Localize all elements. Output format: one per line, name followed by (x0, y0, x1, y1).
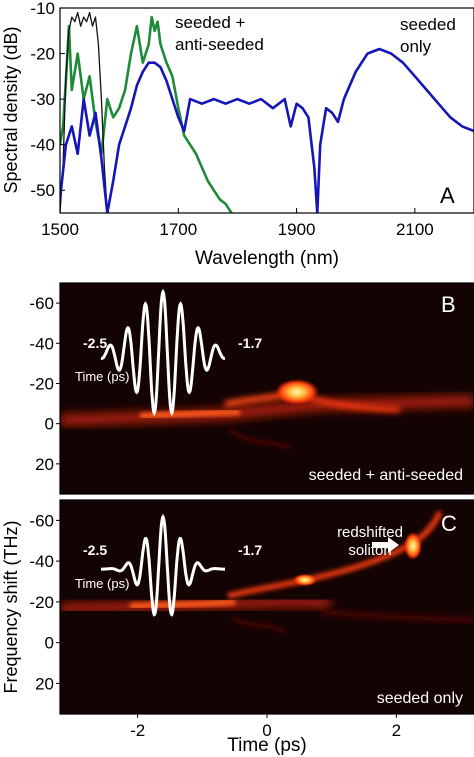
spectrogram-b-hotspot (275, 379, 319, 405)
y-tick-label: -20 (29, 374, 54, 393)
panel-c-pulse-waveform (101, 513, 225, 617)
panel-c-label: C (441, 511, 457, 536)
panel-a-label: A (440, 183, 455, 208)
shared-time-xlabel: Time (ps) (227, 735, 307, 756)
panel-a-ylabel: Spectral density (dB) (1, 26, 21, 193)
y-tick-label: -40 (29, 552, 54, 571)
panel-b-pulse-right-time: -1.7 (238, 335, 262, 351)
panel-c-pulse-right-time: -1.7 (238, 542, 262, 558)
panel-b-ticks: -60 -40 -20 0 20 (29, 294, 60, 474)
annotation-seeded-anti-line2: anti-seeded (175, 35, 264, 54)
panel-c-pulse-time-label: Time (ps) (75, 576, 129, 591)
panel-b-frame (59, 282, 474, 495)
annotation-seeded-only-line2: only (400, 37, 432, 56)
panel-c-pulse-left-time: -2.5 (83, 542, 107, 558)
panel-a-series (60, 11, 474, 213)
x-tick-label: 2 (392, 721, 401, 740)
x-tick-label: 1700 (159, 220, 197, 239)
shared-frequency-shift-ylabel: Frequency shift (THz) (1, 520, 21, 693)
y-tick-label: -20 (30, 45, 55, 64)
panel-b-label: B (441, 292, 456, 317)
spectrum-series-line (60, 11, 108, 213)
y-tick-label: -40 (30, 136, 55, 155)
panel-a-frame (59, 7, 474, 214)
spectrogram-b-faint-feature (229, 428, 291, 450)
spectrogram-c-mid-hotspot (293, 574, 317, 586)
spectrum-series-line (60, 15, 234, 213)
spectrogram-c-pulse-band (129, 599, 236, 609)
panel-b-pulse-left-time: -2.5 (83, 335, 107, 351)
spectrogram-c-faint-feature (231, 616, 286, 634)
y-tick-label: 20 (35, 455, 54, 474)
panel-a: 1500 1700 1900 2100 -10 -20 -30 -40 -50 seeded +… (1, 0, 474, 269)
x-tick-label: 0 (262, 721, 271, 740)
y-tick-label: 20 (35, 674, 54, 693)
panel-b-spectrogram (60, 379, 474, 450)
spectrogram-c-soliton-trajectory (227, 510, 443, 599)
spectrogram-b-pulse-band (139, 409, 241, 419)
panel-c-caption: seeded only (377, 690, 463, 707)
y-tick-label: -10 (30, 0, 55, 18)
y-tick-label: -60 (29, 294, 54, 313)
annotation-seeded-only-line1: seeded (400, 15, 456, 34)
y-tick-label: -40 (29, 334, 54, 353)
y-tick-label: 0 (45, 634, 54, 653)
spectrogram-c-faint-tail (319, 610, 474, 622)
panel-b-background (60, 283, 474, 494)
panel-b: -60 -40 -20 0 20 -2.5 -1.7 Time (ps) B seede… (29, 282, 474, 495)
soliton-label-line1: redshifted (337, 524, 403, 541)
y-tick-label: -30 (30, 90, 55, 109)
y-tick-label: -60 (29, 511, 54, 530)
soliton-arrow-icon (372, 537, 399, 553)
x-tick-label: 2100 (396, 220, 434, 239)
annotation-seeded-anti-line1: seeded + (175, 13, 245, 32)
spectrum-series-line (60, 47, 474, 213)
panel-b-pulse-time-label: Time (ps) (75, 369, 129, 384)
spectrogram-c-soliton-hotspot (404, 532, 422, 560)
y-tick-label: -50 (30, 181, 55, 200)
panel-c-spectrogram (60, 510, 474, 634)
panel-a-xlabel: Wavelength (nm) (195, 248, 339, 269)
x-tick-label: 1900 (278, 220, 316, 239)
panel-b-caption: seeded + anti-seeded (309, 467, 463, 484)
panel-a-ticks: 1500 1700 1900 2100 -10 -20 -30 -40 -50 (30, 0, 433, 239)
x-tick-label: 1500 (41, 220, 79, 239)
x-tick-label: -2 (130, 721, 145, 740)
y-tick-label: 0 (45, 415, 54, 434)
y-tick-label: -20 (29, 593, 54, 612)
panel-b-pulse-waveform (100, 288, 226, 417)
